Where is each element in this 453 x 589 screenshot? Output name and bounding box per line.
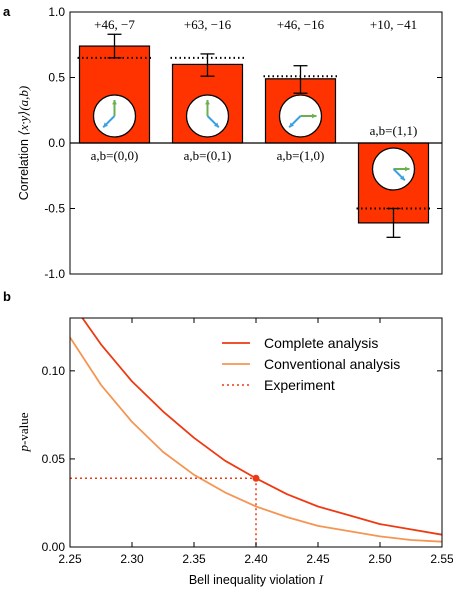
panel-a-yticks: 1.0 0.5 0.0 -0.5 -1.0 [44,5,442,281]
panel-b-ylabel: p-value [16,412,31,452]
bar-settings-label: a,b=(0,1) [184,148,232,163]
panel-b-xlabel-var: I [318,572,324,587]
panel-a-ylabel-text: Correlation [17,136,31,201]
panel-b-xlabel: Bell inequality violation I [189,572,324,587]
panel-a-ylabel-math: ⟨x·y⟩(a,b) [16,86,31,136]
panel-b-xtick-label: 2.35 [182,552,206,566]
setting-arrowhead [312,113,317,119]
panel-b-xtick-label: 2.40 [244,552,268,566]
panel-a-bars: a,b=(0,0) +46, −7 a,b=(0,1) +63, −16 a,b=(1,… [77,17,431,238]
bar-counts-label: +46, −7 [94,17,135,32]
setting-arrowhead [112,100,117,105]
panel-b-xtick-label: 2.25 [58,552,82,566]
panel-b-ylabel-var: p [16,444,31,452]
panel-a-ytick-label: 0.5 [48,71,65,85]
panel-b-legend: Complete analysis Conventional analysis Ex… [222,335,400,393]
setting-arrowhead [214,122,219,128]
bar-settings-label: a,b=(0,0) [91,148,139,163]
panel-a: 1.00.50.0-0.5-1.0 a,b=(0,0)+46, −7a,b=(0… [16,5,443,281]
panel-a-ytick-label: -1.0 [44,267,65,281]
panel-b: 2.25 2.30 2.35 2.40 2.45 2.50 2.55 0.10 0.05 0.00… [16,317,453,587]
setting-arrowhead [205,100,210,105]
panel-a-label: a [3,4,11,19]
bar-group: a,b=(0,0) +46, −7 [77,17,152,163]
setting-arrowhead [103,122,108,128]
conventional-analysis-line [70,336,442,543]
legend-entry: Experiment [264,377,335,393]
setting-arrowhead [400,175,405,181]
experiment-point [252,474,260,482]
legend-entry: Complete analysis [264,335,378,351]
panel-a-ylabel: Correlation ⟨x·y⟩(a,b) [16,86,31,200]
bar-group: a,b=(1,1) +10, −41 [356,17,431,238]
panel-b-ytick-label: 0.10 [42,364,66,378]
bar-counts-label: +63, −16 [184,17,232,32]
panel-b-ytick-label: 0.00 [42,540,66,554]
panel-a-ytick-label: 1.0 [48,5,65,19]
panel-b-xtick-label: 2.30 [120,552,144,566]
panel-b-curves [70,318,442,547]
bar-group: a,b=(0,1) +63, −16 [170,17,245,163]
setting-arrowhead [289,122,294,128]
panel-b-ytick-label: 0.05 [42,452,66,466]
panel-b-ylabel-suffix: -value [16,412,31,445]
panel-a-ytick-label: -0.5 [44,202,65,216]
panel-b-label: b [3,289,11,304]
panel-b-xtick-label: 2.45 [306,552,330,566]
legend-entry: Conventional analysis [264,356,400,372]
panel-b-xtick-label: 2.50 [368,552,392,566]
panel-b-frame [69,317,443,548]
bar-settings-label: a,b=(1,0) [277,148,325,163]
panel-b-xtick-label: 2.55 [430,552,453,566]
panel-a-ytick-label: 0.0 [48,136,65,150]
bar-settings-label: a,b=(1,1) [370,123,418,138]
panel-b-xlabel-text: Bell inequality violation [189,573,319,587]
bar-group: a,b=(1,0) +46, −16 [263,17,338,163]
bar-counts-label: +46, −16 [277,17,325,32]
panel-b-ticks: 2.25 2.30 2.35 2.40 2.45 2.50 2.55 0.10 0.05 0.00 [42,318,453,566]
bar-counts-label: +10, −41 [370,17,417,32]
setting-arrowhead [405,166,410,172]
